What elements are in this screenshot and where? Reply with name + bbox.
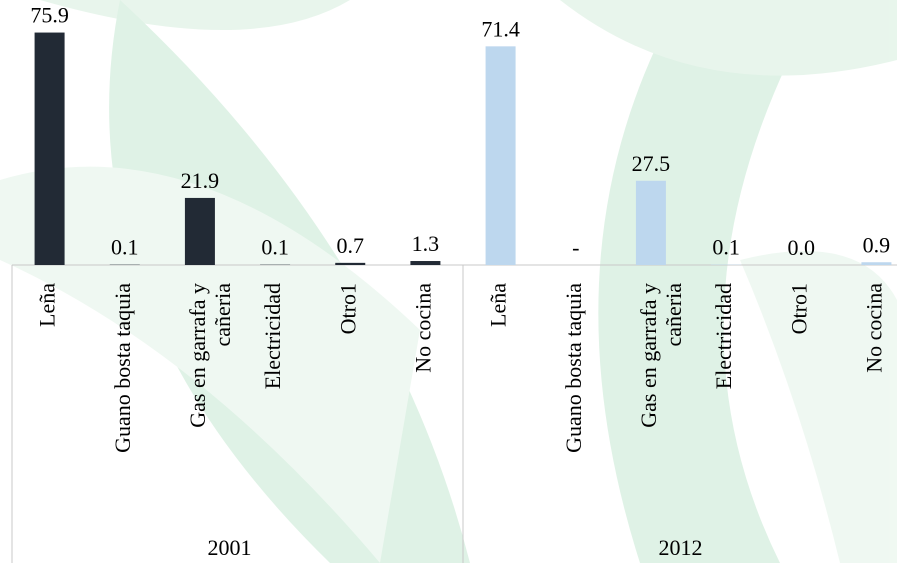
category-label: Leña — [35, 283, 60, 327]
bar — [635, 180, 666, 265]
category-label-line: Gas en garrafa y — [185, 283, 210, 428]
value-label: 0.1 — [712, 235, 740, 260]
bar — [861, 262, 892, 265]
bar — [34, 32, 65, 266]
value-label: 0.7 — [337, 233, 365, 258]
category-label-line: cañeria — [661, 283, 686, 347]
category-label: Gas en garrafa ycañeria — [185, 283, 235, 428]
category-label: No cocina — [861, 283, 886, 373]
group-label: 2001 — [208, 535, 252, 560]
value-label: 0.0 — [788, 235, 816, 260]
category-label: Guano bosta taquia — [561, 283, 586, 453]
value-label: 0.9 — [863, 232, 891, 257]
value-label: 21.9 — [181, 168, 220, 193]
bar — [410, 261, 441, 265]
category-label-line: cañeria — [210, 283, 235, 347]
category-label: Otro1 — [335, 283, 360, 334]
bar — [335, 262, 366, 265]
value-label: - — [572, 235, 579, 260]
category-label: Electricidad — [260, 283, 285, 389]
group-label: 2012 — [659, 535, 703, 560]
value-label: 75.9 — [30, 3, 69, 28]
value-label: 0.1 — [111, 235, 139, 260]
category-label: Leña — [486, 283, 511, 327]
value-label: 27.5 — [632, 151, 671, 176]
value-label: 71.4 — [481, 16, 520, 41]
category-label: Electricidad — [711, 283, 736, 389]
category-label: Gas en garrafa ycañeria — [636, 283, 686, 428]
bar — [184, 197, 215, 265]
value-label: 1.3 — [412, 231, 440, 256]
category-label: Guano bosta taquia — [110, 283, 135, 453]
category-label: No cocina — [410, 283, 435, 373]
category-label-line: Gas en garrafa y — [636, 283, 661, 428]
value-label: 0.1 — [261, 235, 289, 260]
category-label: Otro1 — [786, 283, 811, 334]
bar — [485, 46, 516, 266]
